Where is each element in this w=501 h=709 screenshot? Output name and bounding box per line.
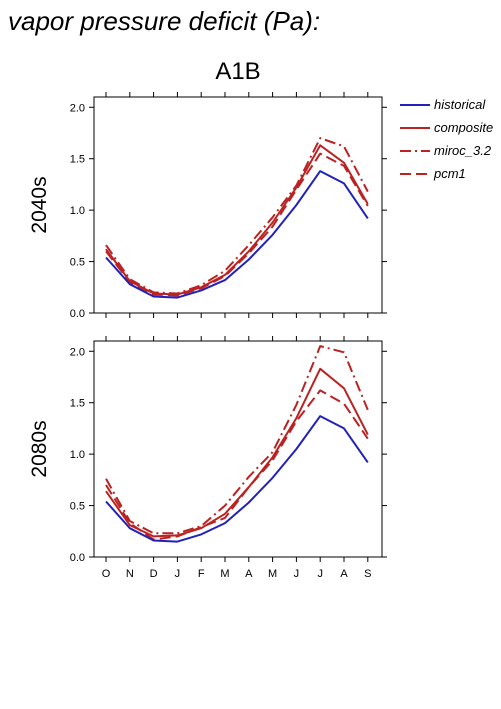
figure-title: vapor pressure deficit (Pa): [8, 6, 321, 36]
legend-label: pcm1 [433, 166, 466, 181]
x-tick-label: M [220, 568, 229, 580]
y-tick-label: 1.0 [70, 205, 85, 217]
x-tick-label: J [175, 568, 181, 580]
row-label: 2040s [28, 176, 51, 233]
x-tick-label: A [340, 568, 348, 580]
legend-label: historical [434, 97, 486, 112]
series-line-miroc-3-2 [105, 137, 369, 295]
x-tick-label: M [268, 568, 277, 580]
y-tick-label: 0.5 [70, 501, 85, 513]
legend-label: composite [434, 120, 493, 135]
y-tick-label: 2.0 [70, 346, 85, 358]
series-line-pcm1 [105, 389, 369, 541]
row-label: 2080s [28, 420, 51, 477]
plot-frame [93, 340, 383, 558]
y-tick-label: 1.5 [70, 154, 85, 166]
series-line-composite [105, 367, 369, 538]
x-tick-label: A [245, 568, 253, 580]
x-tick-label: J [317, 568, 323, 580]
series-line-composite [105, 144, 369, 296]
x-tick-label: F [198, 568, 205, 580]
legend-label: miroc_3.2 [434, 143, 492, 158]
series-line-miroc-3-2 [105, 345, 369, 535]
y-tick-label: 1.0 [70, 449, 85, 461]
y-tick-label: 0.5 [70, 257, 85, 269]
x-tick-label: N [126, 568, 134, 580]
x-tick-label: D [150, 568, 158, 580]
y-tick-label: 2.0 [70, 102, 85, 114]
y-tick-label: 1.5 [70, 398, 85, 410]
series-line-historical [105, 415, 369, 543]
x-tick-label: J [294, 568, 300, 580]
y-tick-label: 0.0 [70, 308, 85, 320]
x-tick-label: S [364, 568, 371, 580]
x-tick-label: O [102, 568, 111, 580]
series-line-historical [105, 170, 369, 299]
plot-frame [93, 96, 383, 314]
panel-title: A1B [215, 58, 260, 85]
y-tick-label: 0.0 [70, 552, 85, 564]
